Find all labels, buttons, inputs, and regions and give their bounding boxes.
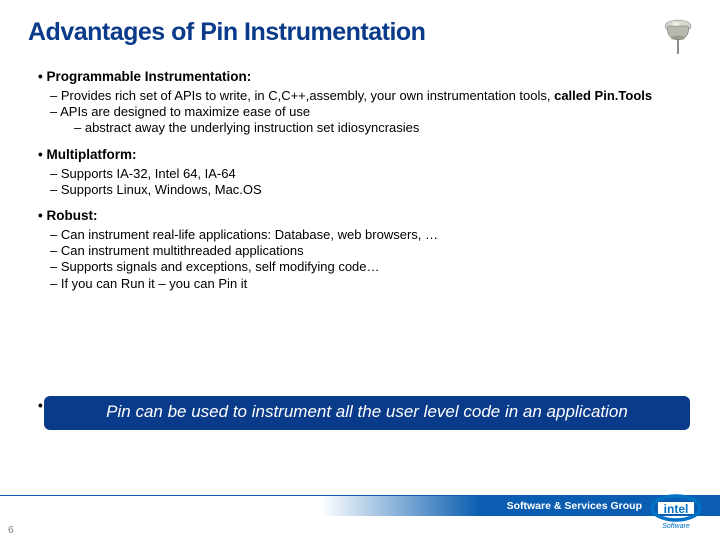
list-item: If you can Run it – you can Pin it: [60, 276, 692, 292]
svg-text:intel: intel: [664, 502, 689, 516]
intel-software-logo: intel Software: [650, 494, 708, 532]
callout-box: Pin can be used to instrument all the us…: [44, 396, 690, 430]
list-item: Supports signals and exceptions, self mo…: [60, 259, 692, 275]
footer: Software & Services Group intel Software…: [0, 488, 720, 540]
footer-text: Software & Services Group: [507, 500, 642, 512]
heading-multiplatform: Multiplatform:: [38, 147, 692, 164]
list-item: APIs are designed to maximize ease of us…: [60, 104, 692, 120]
heading-robust: Robust:: [38, 208, 692, 225]
list-item: Can instrument multithreaded application…: [60, 243, 692, 259]
content-body: Programmable Instrumentation: Provides r…: [28, 69, 692, 292]
page-number: 6: [8, 525, 14, 536]
list-item: Provides rich set of APIs to write, in C…: [60, 88, 692, 104]
slide-title: Advantages of Pin Instrumentation: [28, 18, 692, 47]
list-item: abstract away the underlying instruction…: [84, 120, 692, 136]
heading-programmable: Programmable Instrumentation:: [38, 69, 692, 86]
list-item: Can instrument real-life applications: D…: [60, 227, 692, 243]
thumbtack-icon: [658, 14, 698, 56]
list-item: Supports Linux, Windows, Mac.OS: [60, 182, 692, 198]
list-item: Supports IA-32, Intel 64, IA-64: [60, 166, 692, 182]
svg-text:Software: Software: [662, 523, 690, 530]
truncated-bullet: •: [38, 398, 43, 413]
